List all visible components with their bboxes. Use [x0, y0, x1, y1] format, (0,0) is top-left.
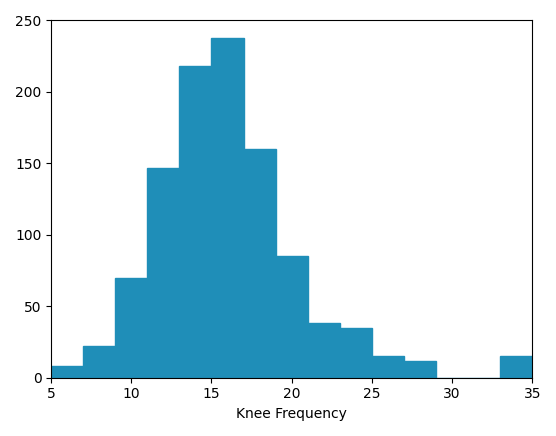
X-axis label: Knee Frequency: Knee Frequency	[236, 407, 347, 421]
Bar	[147, 168, 180, 378]
Bar	[51, 366, 83, 378]
Bar	[180, 66, 211, 378]
Bar	[307, 324, 340, 378]
Bar	[211, 37, 244, 378]
Bar	[372, 356, 404, 378]
Bar	[340, 328, 372, 378]
Bar	[500, 356, 532, 378]
Bar	[83, 346, 115, 378]
Bar	[276, 256, 307, 378]
Bar	[404, 361, 436, 378]
Bar	[115, 278, 147, 378]
Bar	[244, 149, 276, 378]
